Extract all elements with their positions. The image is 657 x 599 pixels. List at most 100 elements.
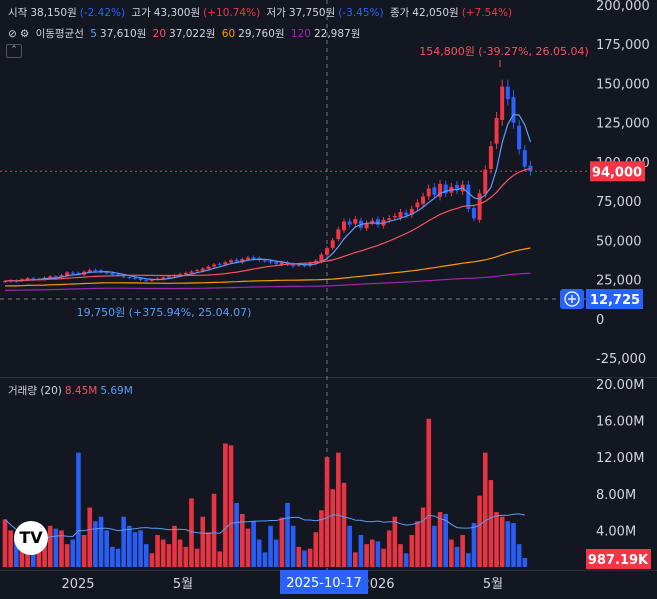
volume-bar	[443, 513, 448, 567]
candle-body	[488, 146, 493, 169]
volume-value-2: 5.69M	[100, 385, 133, 397]
price-tick-label: 150,000	[596, 77, 650, 92]
ma-label: 이동평균선	[35, 28, 84, 40]
ma-line-120	[4, 272, 531, 291]
volume-bar	[177, 539, 183, 567]
volume-bar	[488, 480, 494, 567]
volume-bar	[200, 516, 206, 567]
volume-bar	[115, 548, 121, 567]
last-price-tag	[590, 161, 645, 182]
volume-bar	[132, 532, 138, 567]
volume-bar	[454, 546, 460, 567]
candle-body	[500, 86, 505, 120]
candle-body	[234, 259, 239, 262]
candle-body	[53, 276, 58, 278]
volume-bar	[223, 443, 228, 567]
candle-body	[245, 257, 250, 260]
volume-bar	[369, 539, 375, 567]
candle-body	[229, 260, 233, 263]
candle-body	[353, 219, 358, 224]
volume-bar	[460, 534, 465, 567]
ma-visibility-icon[interactable]: ⊘	[8, 28, 17, 40]
candle-body	[223, 262, 228, 265]
volume-bar	[217, 551, 222, 567]
time-tick-label: 2025	[61, 577, 94, 592]
volume-bar	[381, 548, 386, 567]
candle-body	[251, 257, 256, 259]
volume-bar	[437, 512, 443, 567]
candle-body	[144, 280, 149, 282]
candle-body	[347, 221, 352, 225]
candle-body	[313, 260, 318, 263]
volume-bar	[449, 539, 454, 567]
volume-bar	[426, 418, 432, 567]
volume-bar	[386, 530, 392, 567]
candle-body	[217, 263, 222, 265]
candle-body	[149, 279, 154, 281]
candle-body	[483, 169, 488, 194]
volume-bar	[160, 539, 166, 567]
candle-body	[364, 223, 369, 229]
candle-body	[138, 278, 143, 280]
volume-bar	[93, 521, 98, 567]
volume-bar	[471, 523, 477, 567]
price-tick-label: 200,000	[596, 0, 650, 14]
candle-body	[161, 277, 166, 280]
candle-body	[178, 274, 183, 276]
volume-bar	[189, 498, 194, 567]
volume-bar	[59, 530, 64, 567]
open-value: 38,150원	[30, 7, 77, 19]
candle-body	[127, 276, 132, 278]
low-value: 37,750원	[288, 7, 336, 19]
candle-body	[438, 183, 443, 197]
price-tick-label: 175,000	[596, 38, 650, 53]
candle-body	[336, 229, 341, 240]
volume-value-1: 8.45M	[64, 385, 98, 397]
ma-line-60	[4, 247, 531, 287]
volume-bar	[256, 539, 262, 567]
volume-bar	[36, 539, 42, 567]
close-label: 종가	[389, 7, 410, 19]
time-tick-label: 2026	[361, 577, 394, 592]
low-change: (-3.45%)	[338, 7, 384, 19]
time-tick-label: 5월	[173, 577, 193, 592]
candle-body	[189, 271, 194, 273]
candle-body	[166, 276, 171, 278]
volume-bar	[211, 493, 217, 567]
candle-body	[370, 220, 375, 223]
volume-bar	[313, 532, 319, 567]
candle-body	[70, 272, 75, 274]
volume-bar	[81, 534, 87, 567]
ma5-value: 37,610원	[99, 28, 147, 40]
candle-body	[76, 272, 81, 275]
volume-tick-label: 16.00M	[596, 415, 644, 430]
volume-bar	[482, 452, 488, 567]
price-tick-label: -25,000	[596, 352, 646, 367]
candle-body	[511, 96, 516, 123]
time-tick-label: 5월	[483, 577, 503, 592]
settings-icon[interactable]: ⚙	[19, 28, 30, 40]
volume-bar	[127, 525, 132, 567]
volume-bar	[499, 516, 505, 567]
volume-bar	[76, 452, 81, 567]
volume-bar	[375, 541, 381, 567]
volume-bar	[330, 489, 335, 567]
volume-bar	[14, 538, 19, 567]
volume-bar	[409, 534, 415, 567]
volume-bar	[149, 553, 155, 567]
chevron-up-icon[interactable]: ⌃	[6, 44, 22, 58]
candle-body	[477, 193, 482, 220]
candle-body	[296, 264, 301, 266]
volume-bar	[432, 525, 437, 567]
volume-bar	[420, 507, 426, 567]
ma20-value: 37,022원	[169, 28, 216, 40]
candle-body	[342, 221, 346, 231]
volume-bar	[307, 548, 313, 567]
ohlc-legend: 시작 38,150원 (-2.42%) 고가 43,300원 (+10.74%) 저가 3…	[8, 5, 515, 20]
volume-bar	[358, 534, 364, 567]
volume-bar	[505, 521, 511, 567]
candle-body	[110, 272, 115, 275]
volume-bar	[364, 544, 369, 567]
volume-bar	[285, 502, 290, 567]
